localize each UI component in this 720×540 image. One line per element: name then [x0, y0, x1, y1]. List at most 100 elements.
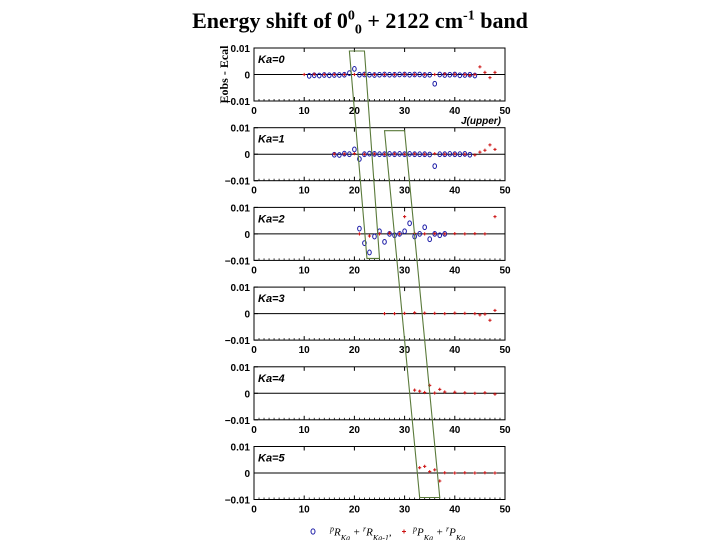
x-tick-label: 40 — [449, 425, 461, 436]
data-point-r — [427, 71, 433, 78]
data-point-p — [453, 390, 457, 394]
data-point-p — [478, 150, 482, 154]
x-tick-label: 40 — [449, 186, 461, 197]
data-point-p — [493, 215, 497, 219]
panel-label: Ka=0 — [258, 54, 285, 66]
data-point-r — [457, 72, 463, 79]
data-point-r — [337, 72, 342, 78]
y-tick-label: 0.01 — [231, 363, 251, 374]
highlight-band-1 — [383, 130, 441, 499]
data-point-p — [483, 391, 487, 395]
x-tick-label: 40 — [449, 265, 461, 276]
data-point-p — [403, 215, 407, 219]
data-point-r — [452, 71, 458, 78]
data-point-p — [423, 311, 427, 315]
data-point-p — [463, 232, 467, 236]
data-point-r — [462, 72, 468, 78]
data-point-p — [463, 311, 467, 315]
data-point-p — [403, 72, 407, 76]
data-point-p — [362, 152, 367, 156]
data-point-p — [473, 471, 477, 475]
data-point-p — [453, 72, 457, 76]
data-point-p — [483, 232, 487, 236]
x-tick-label: 30 — [399, 265, 411, 276]
data-point-p — [488, 318, 492, 322]
data-point-p — [478, 65, 482, 69]
data-point-p — [443, 72, 447, 76]
data-point-r — [457, 151, 463, 158]
data-point-r — [407, 151, 412, 157]
panel-label: Ka=2 — [258, 213, 285, 225]
x-tick-label: 30 — [399, 505, 411, 516]
x-tick-label: 10 — [299, 505, 311, 516]
x-tick-label: 0 — [251, 425, 257, 436]
data-point-p — [342, 152, 346, 156]
data-point-r — [362, 240, 367, 247]
x-tick-label: 20 — [349, 345, 361, 356]
data-point-r — [372, 233, 377, 240]
data-point-p — [473, 153, 477, 157]
x-tick-label: 50 — [499, 425, 511, 436]
data-point-p — [392, 312, 397, 316]
data-point-p — [443, 232, 447, 236]
data-point-r — [316, 72, 322, 79]
data-point-p — [312, 72, 316, 76]
data-point-p — [433, 72, 437, 77]
data-point-p — [403, 152, 407, 156]
data-point-r — [447, 151, 453, 157]
title-sub-1: 0 — [354, 22, 362, 38]
x-tick-label: 50 — [499, 186, 511, 197]
data-point-p — [443, 390, 447, 394]
x-tick-label: 20 — [349, 425, 361, 436]
data-point-p — [483, 312, 487, 316]
x-tick-label: 10 — [299, 345, 311, 356]
data-point-r — [437, 232, 443, 239]
data-point-r — [447, 71, 453, 78]
highlight-band-0 — [348, 50, 381, 259]
x-tick-label: 20 — [349, 505, 361, 516]
x-tick-label: 0 — [251, 265, 257, 276]
data-point-r — [432, 80, 438, 87]
data-point-p — [423, 464, 427, 468]
data-point-p — [463, 391, 467, 395]
data-point-r — [362, 151, 367, 158]
x-tick-label: 0 — [251, 345, 257, 356]
data-point-p — [418, 466, 422, 470]
data-point-p — [332, 152, 336, 156]
data-point-r — [367, 71, 372, 78]
data-point-p — [302, 72, 306, 77]
data-point-p — [387, 231, 392, 235]
data-point-p — [423, 390, 427, 395]
data-point-r — [382, 238, 387, 245]
x-tick-label: 30 — [399, 186, 411, 197]
data-point-r — [357, 71, 362, 78]
x-tick-label: 20 — [349, 265, 361, 276]
data-point-r — [407, 220, 412, 227]
data-point-r — [387, 231, 392, 237]
x-tick-label: 10 — [299, 186, 311, 197]
panel-label: Ka=1 — [258, 134, 285, 146]
data-point-p — [382, 72, 387, 77]
data-point-r — [467, 151, 473, 158]
data-point-r — [427, 236, 433, 243]
y-tick-label: 0 — [244, 310, 250, 321]
data-point-r — [452, 151, 458, 158]
data-point-r — [397, 231, 402, 237]
y-tick-label: 0 — [244, 389, 250, 400]
data-point-r — [337, 152, 342, 158]
title-text-a: Energy shift of 0 — [192, 8, 348, 33]
title-text-b: + 2122 cm — [361, 8, 464, 33]
y-tick-label: 0.01 — [231, 124, 251, 135]
data-point-p — [433, 232, 437, 236]
data-point-r — [392, 151, 397, 158]
data-point-r — [377, 71, 382, 78]
data-point-p — [443, 312, 447, 316]
data-point-p — [418, 389, 422, 393]
data-point-r — [327, 72, 332, 79]
data-point-p — [453, 232, 457, 236]
y-tick-label: −0.01 — [225, 336, 251, 347]
data-point-r — [342, 71, 347, 78]
title-sup-1: 0 — [347, 8, 355, 24]
